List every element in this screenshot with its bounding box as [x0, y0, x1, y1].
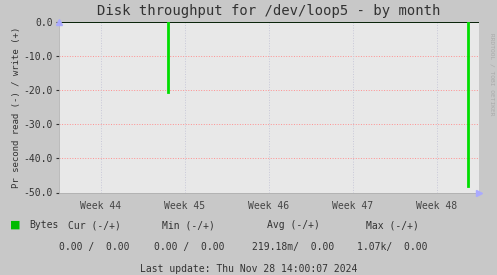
Text: Week 48: Week 48: [416, 201, 457, 211]
Text: Avg (-/+): Avg (-/+): [267, 220, 320, 230]
Text: RRDTOOL / TOBI OETIKER: RRDTOOL / TOBI OETIKER: [490, 33, 495, 116]
Text: Cur (-/+): Cur (-/+): [68, 220, 121, 230]
Text: 219.18m/  0.00: 219.18m/ 0.00: [252, 242, 334, 252]
Text: Bytes: Bytes: [29, 220, 58, 230]
Y-axis label: Pr second read (-) / write (+): Pr second read (-) / write (+): [12, 27, 21, 188]
Text: ■: ■: [10, 220, 20, 230]
Text: Week 45: Week 45: [164, 201, 205, 211]
Text: 1.07k/  0.00: 1.07k/ 0.00: [357, 242, 428, 252]
Text: 0.00 /  0.00: 0.00 / 0.00: [59, 242, 130, 252]
Title: Disk throughput for /dev/loop5 - by month: Disk throughput for /dev/loop5 - by mont…: [97, 4, 440, 18]
Text: Week 46: Week 46: [248, 201, 289, 211]
Text: Week 44: Week 44: [80, 201, 121, 211]
Text: Last update: Thu Nov 28 14:00:07 2024: Last update: Thu Nov 28 14:00:07 2024: [140, 264, 357, 274]
Text: Max (-/+): Max (-/+): [366, 220, 419, 230]
Text: Week 47: Week 47: [332, 201, 373, 211]
Text: 0.00 /  0.00: 0.00 / 0.00: [154, 242, 224, 252]
Text: Min (-/+): Min (-/+): [163, 220, 215, 230]
